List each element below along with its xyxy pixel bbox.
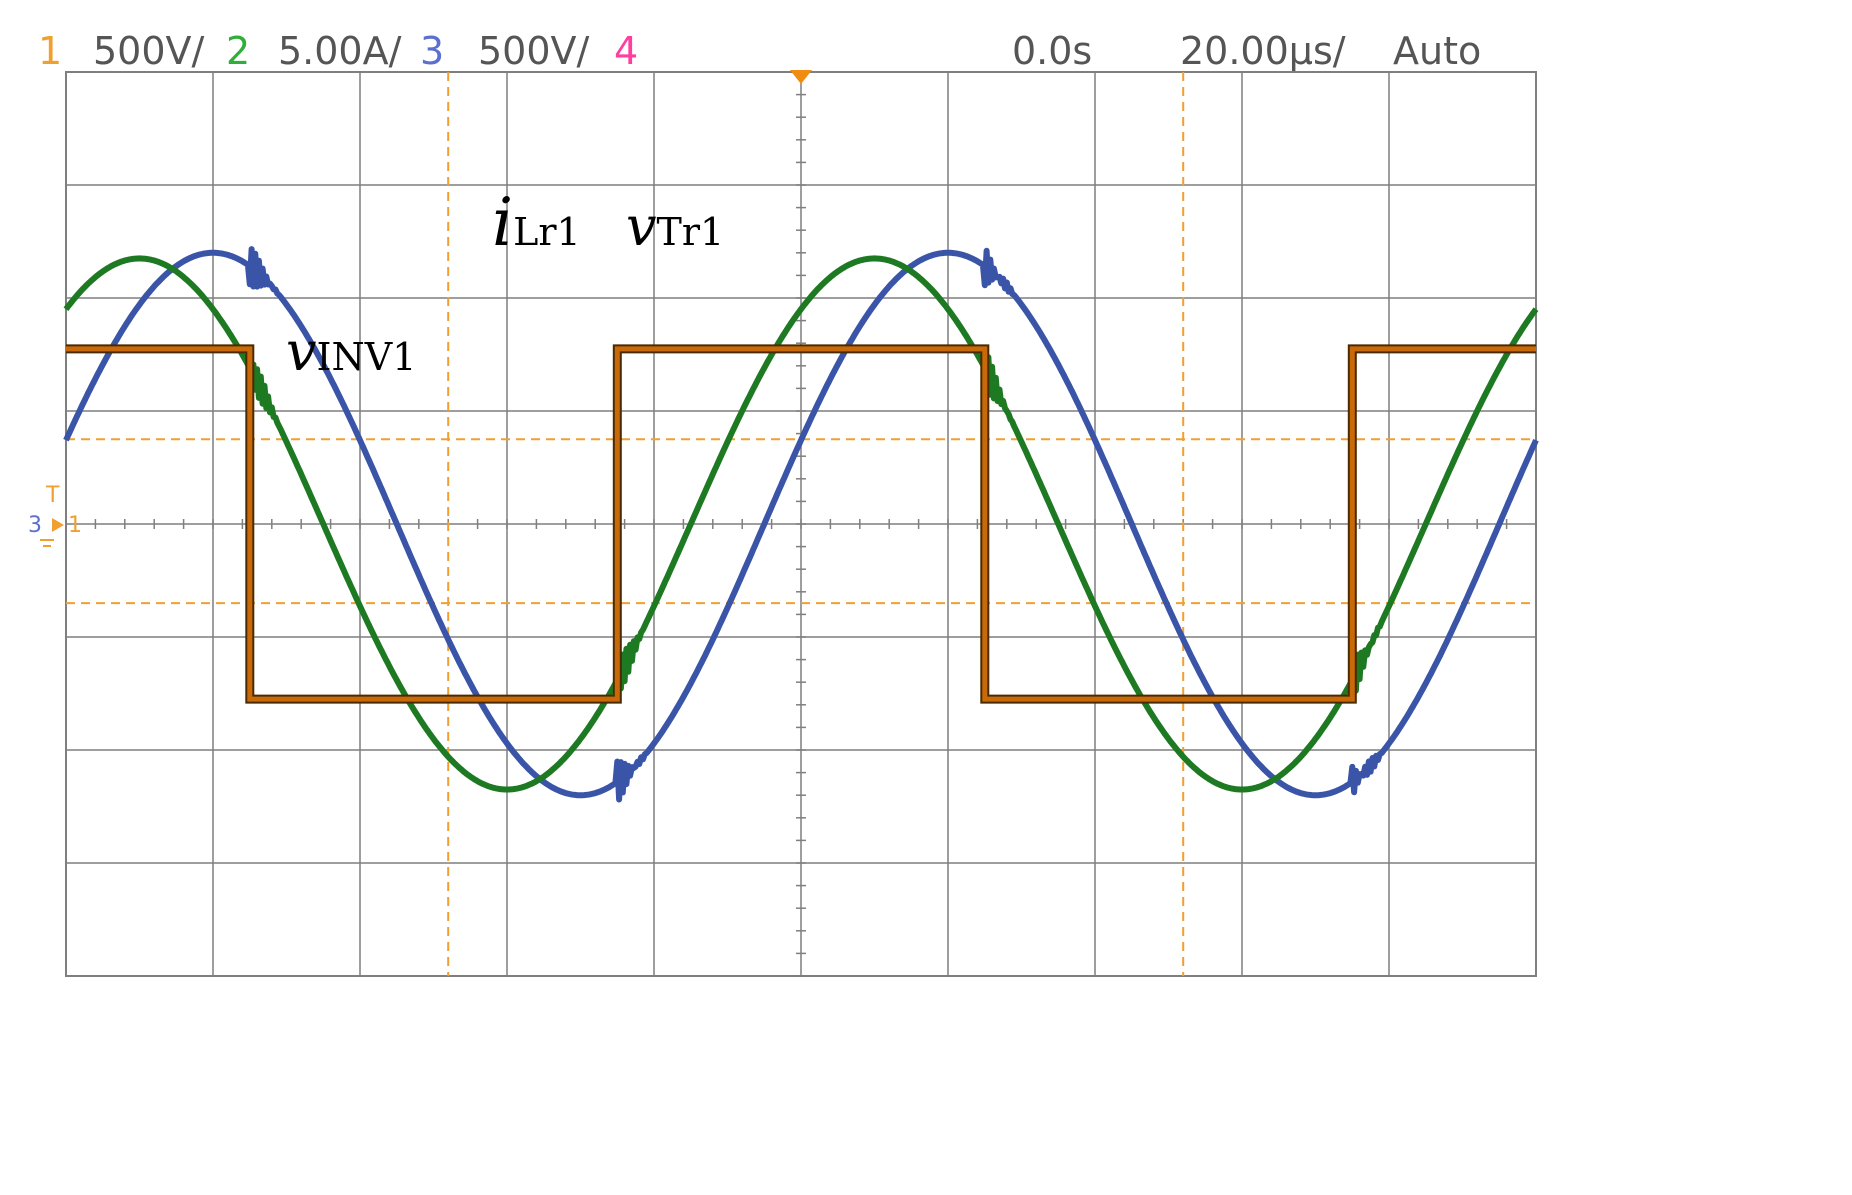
channel-2-scale[interactable]: 5.00A/ (278, 29, 402, 73)
status-bar: 1 500V/ 2 5.00A/ 3 500V/ 4 0.0s 20.00µs/… (0, 0, 1852, 95)
trigger-mode[interactable]: Auto (1393, 29, 1482, 73)
channel-4-number[interactable]: 4 (614, 29, 639, 73)
label-subscript: Tr1 (657, 210, 725, 254)
graticule (65, 70, 1537, 977)
trace-vinv1 (66, 346, 1536, 702)
ch1-ground-marker: 1 (68, 513, 82, 538)
channel-1-scale[interactable]: 500V/ (93, 29, 205, 73)
label-subscript: INV1 (317, 335, 417, 379)
ch3-ground-marker: 3 (28, 513, 42, 538)
trigger-level-marker: T (45, 483, 60, 508)
channel-1-number[interactable]: 1 (38, 29, 63, 73)
ground-arrow-icon (52, 518, 64, 532)
waveform-traces (63, 246, 1539, 803)
trigger-position-icon (790, 70, 812, 84)
label-main: v (286, 320, 317, 383)
trace-ilr1 (63, 255, 1539, 793)
label-vinv1: vINV1 (286, 320, 416, 383)
trace-vtr1 (63, 246, 1539, 803)
label-main: i (492, 184, 513, 261)
ground-markers: T3 1 (28, 483, 82, 547)
time-position: 0.0s (1012, 29, 1093, 73)
time-scale[interactable]: 20.00µs/ (1180, 29, 1346, 73)
channel-3-scale[interactable]: 500V/ (478, 29, 590, 73)
label-subscript: Lr1 (513, 210, 581, 254)
channel-3-number[interactable]: 3 (420, 29, 445, 73)
label-ilr1: iLr1 (492, 184, 581, 261)
label-main: v (626, 195, 657, 258)
label-vtr1: vTr1 (626, 195, 724, 258)
channel-2-number[interactable]: 2 (226, 29, 251, 73)
